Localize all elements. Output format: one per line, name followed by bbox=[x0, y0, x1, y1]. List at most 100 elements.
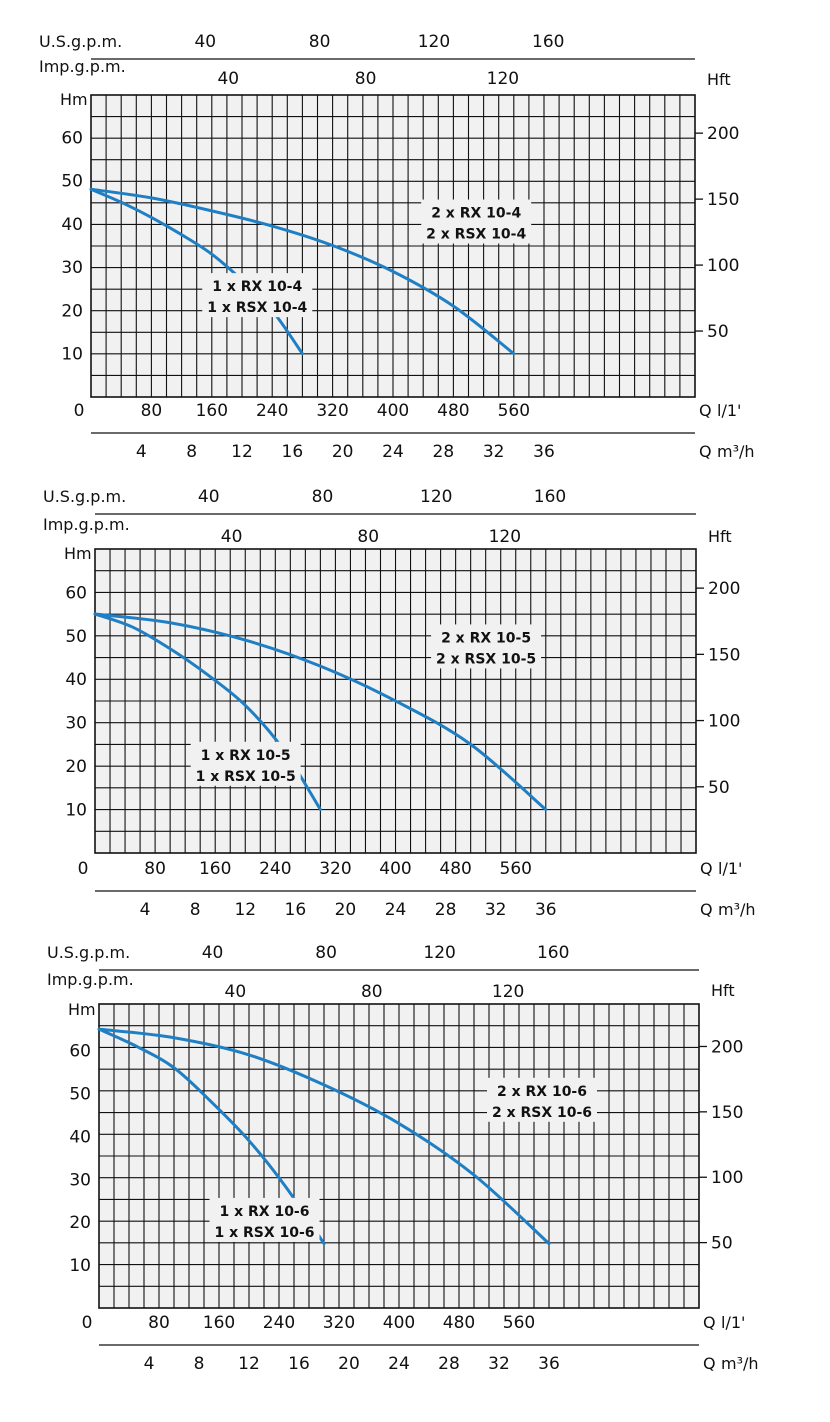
hm-label: Hm bbox=[64, 544, 92, 563]
hm-tick-label: 30 bbox=[65, 714, 87, 734]
q-label: Q bbox=[699, 401, 712, 420]
q-label: Q bbox=[703, 1354, 716, 1373]
series-label-1: 1 x RX 10-4 1 x RSX 10-4 bbox=[202, 273, 313, 318]
series-label-text: 2 x RSX 10-4 bbox=[426, 227, 526, 243]
hm-label: Hm bbox=[60, 90, 88, 109]
m3h-tick-label: 4 bbox=[140, 900, 151, 920]
imp-gpm-tick-label: 40 bbox=[217, 69, 239, 89]
us-gpm-tick-label: 160 bbox=[537, 943, 569, 963]
m3h-tick-label: 28 bbox=[435, 900, 457, 920]
series-label-text: 1 x RX 10-5 bbox=[201, 748, 291, 764]
hm-tick-label: 20 bbox=[65, 757, 87, 777]
hm-tick-label: 40 bbox=[61, 215, 83, 235]
lmin-tick-label: 560 bbox=[498, 401, 530, 421]
imp-gpm-label: Imp.g.p.m. bbox=[43, 515, 130, 534]
hft-label: Hft bbox=[711, 981, 735, 1000]
us-gpm-tick-label: 120 bbox=[423, 943, 455, 963]
m3h-tick-label: 24 bbox=[382, 442, 404, 462]
imp-gpm-tick-label: 40 bbox=[225, 982, 247, 1002]
lmin-unit-label: l/1' bbox=[717, 401, 741, 420]
hm-tick-label: 30 bbox=[61, 258, 83, 278]
lmin-tick-label: 400 bbox=[377, 401, 409, 421]
us-gpm-tick-label: 160 bbox=[534, 487, 566, 507]
imp-gpm-tick-label: 120 bbox=[489, 527, 521, 547]
us-gpm-tick-label: 160 bbox=[532, 32, 564, 52]
m3h-tick-label: 16 bbox=[285, 900, 307, 920]
hft-tick-label: 50 bbox=[707, 322, 729, 342]
series-label-text: 2 x RSX 10-6 bbox=[492, 1105, 592, 1121]
series-label-background bbox=[202, 273, 313, 318]
grid bbox=[95, 549, 696, 853]
hm-tick-label: 20 bbox=[61, 301, 83, 321]
lmin-tick-label: 480 bbox=[437, 401, 469, 421]
imp-gpm-tick-label: 80 bbox=[355, 69, 377, 89]
hm-tick-label: 60 bbox=[61, 128, 83, 148]
us-gpm-tick-label: 80 bbox=[312, 487, 334, 507]
hm-tick-label: 10 bbox=[61, 345, 83, 365]
m3h-tick-label: 12 bbox=[231, 442, 253, 462]
m3h-tick-label: 8 bbox=[190, 900, 201, 920]
hft-tick-label: 100 bbox=[708, 712, 740, 732]
hm-tick-label: 40 bbox=[65, 670, 87, 690]
imp-gpm-tick-label: 80 bbox=[357, 527, 379, 547]
hft-tick-label: 100 bbox=[711, 1168, 743, 1188]
imp-gpm-tick-label: 80 bbox=[361, 982, 383, 1002]
imp-gpm-tick-label: 120 bbox=[487, 69, 519, 89]
lmin-tick-label: 320 bbox=[323, 1313, 355, 1333]
lmin-tick-label: 80 bbox=[141, 401, 163, 421]
m3h-tick-label: 8 bbox=[194, 1354, 205, 1374]
m3h-tick-label: 36 bbox=[535, 900, 557, 920]
series-curve-1 bbox=[97, 1027, 326, 1246]
series-label-background bbox=[209, 1197, 320, 1242]
lmin-tick-label: 480 bbox=[443, 1313, 475, 1333]
lmin-tick-label: 160 bbox=[199, 859, 231, 879]
hft-tick-label: 150 bbox=[707, 190, 739, 210]
lmin-tick-label: 160 bbox=[203, 1313, 235, 1333]
hft-tick-label: 150 bbox=[711, 1103, 743, 1123]
m3h-tick-label: 24 bbox=[385, 900, 407, 920]
m3h-unit-label: m³/h bbox=[721, 1354, 759, 1373]
q-label: Q bbox=[700, 900, 713, 919]
imp-gpm-tick-label: 120 bbox=[492, 982, 524, 1002]
origin-label: 0 bbox=[82, 1313, 93, 1333]
hm-label: Hm bbox=[68, 1000, 96, 1019]
m3h-tick-label: 32 bbox=[488, 1354, 510, 1374]
us-gpm-label: U.S.g.p.m. bbox=[47, 943, 130, 962]
hm-tick-label: 30 bbox=[69, 1170, 91, 1190]
us-gpm-tick-label: 40 bbox=[202, 943, 224, 963]
hft-tick-label: 200 bbox=[707, 124, 739, 144]
series-curve-2 bbox=[93, 612, 548, 812]
hft-label: Hft bbox=[707, 70, 731, 89]
m3h-unit-label: m³/h bbox=[717, 442, 755, 461]
imp-gpm-label: Imp.g.p.m. bbox=[39, 57, 126, 76]
m3h-tick-label: 20 bbox=[335, 900, 357, 920]
lmin-tick-label: 480 bbox=[439, 859, 471, 879]
lmin-tick-label: 400 bbox=[383, 1313, 415, 1333]
series-label-background bbox=[421, 199, 532, 244]
lmin-unit-label: l/1' bbox=[721, 1313, 745, 1332]
hm-tick-label: 50 bbox=[69, 1085, 91, 1105]
lmin-tick-label: 240 bbox=[259, 859, 291, 879]
series-label-2: 2 x RX 10-4 2 x RSX 10-4 bbox=[421, 199, 532, 244]
us-gpm-tick-label: 40 bbox=[198, 487, 220, 507]
series-label-text: 1 x RSX 10-5 bbox=[196, 769, 296, 785]
m3h-tick-label: 24 bbox=[388, 1354, 410, 1374]
m3h-tick-label: 4 bbox=[136, 442, 147, 462]
series-label-text: 1 x RSX 10-6 bbox=[214, 1225, 314, 1241]
m3h-tick-label: 32 bbox=[485, 900, 507, 920]
series-label-text: 1 x RX 10-6 bbox=[219, 1204, 309, 1220]
origin-label: 0 bbox=[74, 401, 85, 421]
m3h-tick-label: 4 bbox=[144, 1354, 155, 1374]
lmin-unit-label: l/1' bbox=[718, 859, 742, 878]
grid bbox=[91, 95, 695, 397]
q-label: Q bbox=[700, 859, 713, 878]
hft-tick-label: 50 bbox=[708, 778, 730, 798]
q-label: Q bbox=[699, 442, 712, 461]
origin-label: 0 bbox=[78, 859, 89, 879]
imp-gpm-label: Imp.g.p.m. bbox=[47, 970, 134, 989]
m3h-tick-label: 12 bbox=[234, 900, 256, 920]
m3h-tick-label: 8 bbox=[186, 442, 197, 462]
hm-tick-label: 10 bbox=[65, 801, 87, 821]
